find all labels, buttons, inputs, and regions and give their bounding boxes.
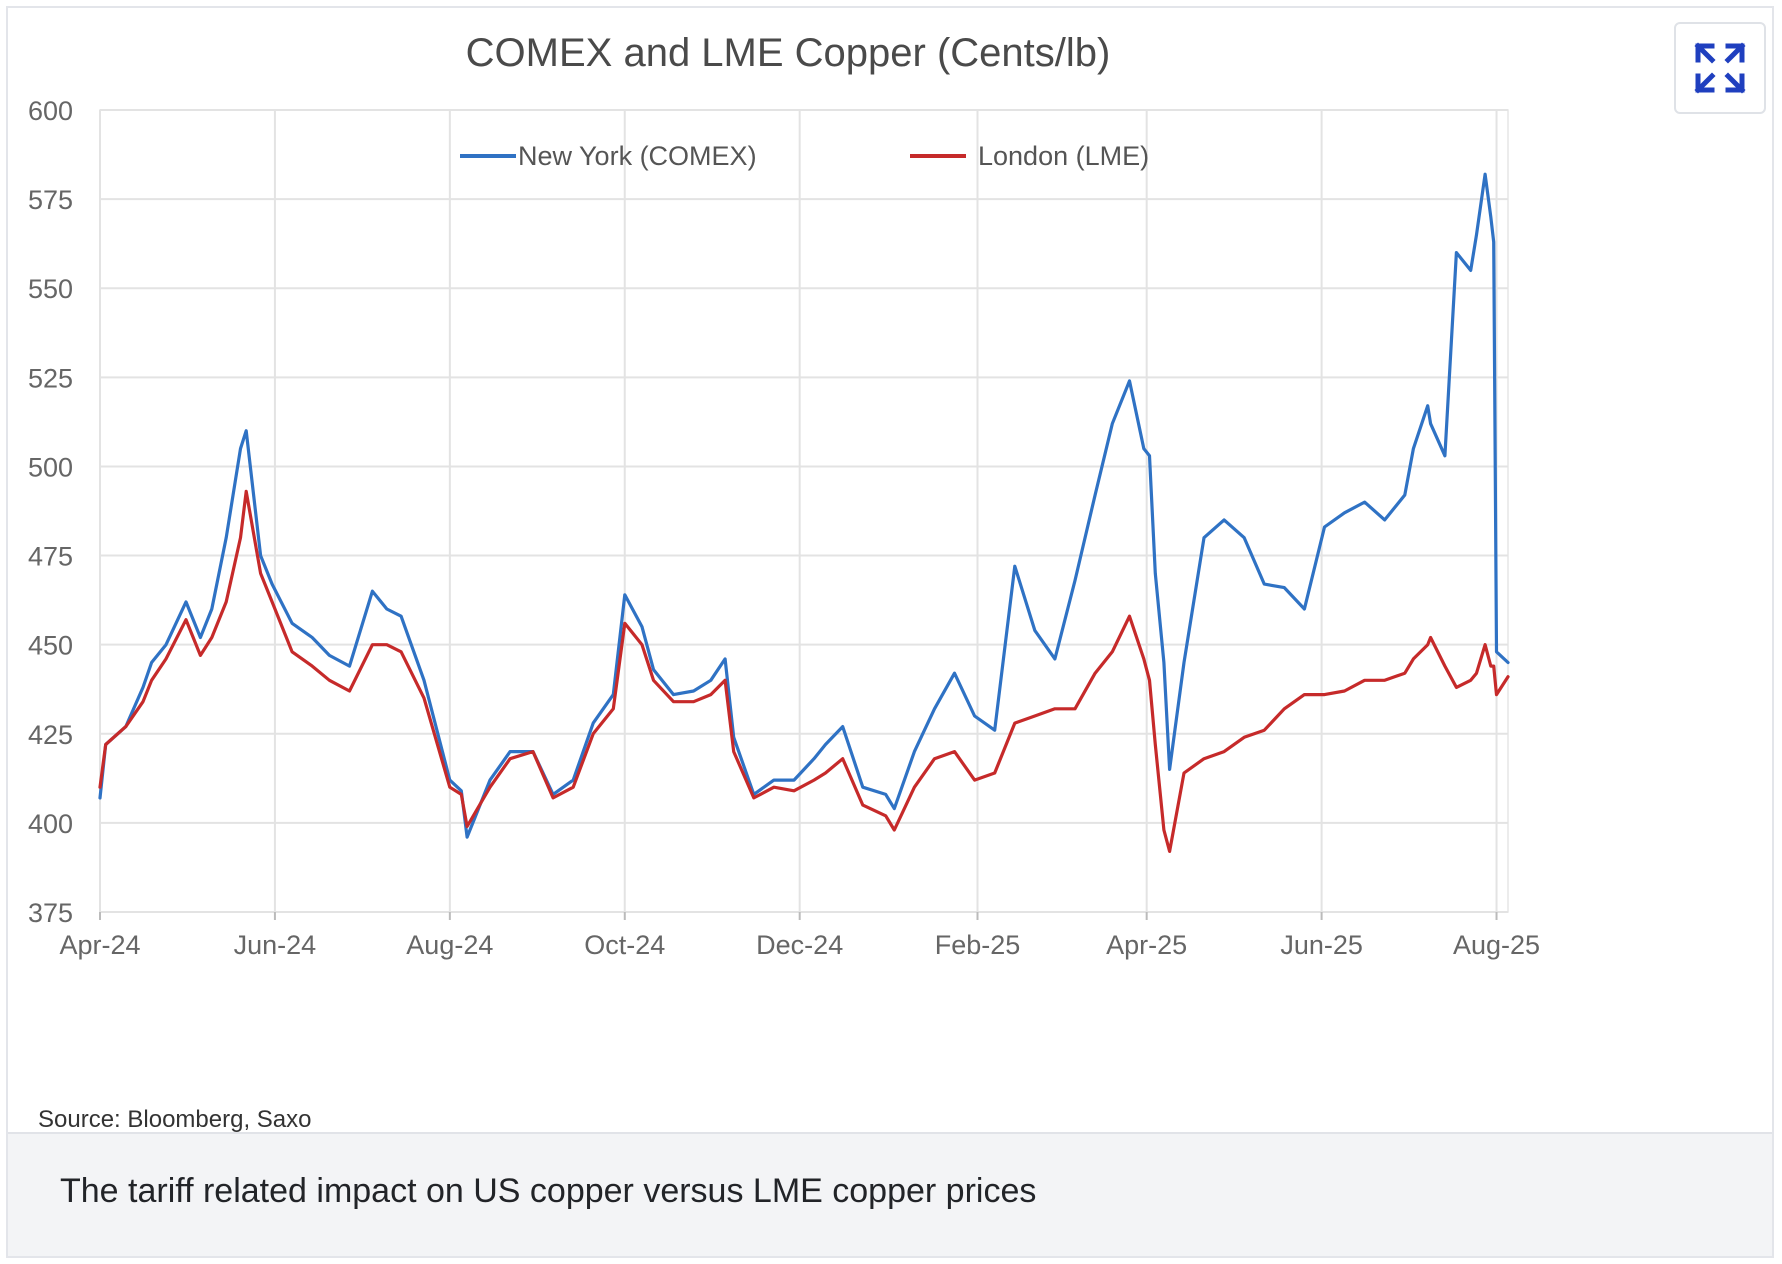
series-line-lme: [98, 489, 1510, 854]
source-note: Source: Bloomberg, Saxo: [38, 1106, 312, 1133]
expand-button[interactable]: [1674, 22, 1766, 114]
x-tick-label: Jun-25: [1280, 930, 1363, 960]
legend-label: London (LME): [978, 141, 1149, 171]
x-tick-label: Dec-24: [756, 930, 843, 960]
x-tick-label: Aug-24: [406, 930, 493, 960]
series-layer: [98, 172, 1510, 854]
y-tick-label: 375: [28, 898, 73, 928]
y-tick-label: 525: [28, 363, 73, 393]
y-tick-label: 600: [28, 96, 73, 126]
x-tick-label: Feb-25: [935, 930, 1021, 960]
legend-label: New York (COMEX): [518, 141, 757, 171]
y-tick-label: 550: [28, 274, 73, 304]
y-tick-label: 500: [28, 452, 73, 482]
legend: New York (COMEX) London (LME): [460, 141, 1149, 171]
plot-frame: [99, 109, 1509, 913]
x-tick-label: Aug-25: [1453, 930, 1540, 960]
x-tick-label: Apr-24: [59, 930, 140, 960]
x-tick-label: Apr-25: [1106, 930, 1187, 960]
x-tick-label: Oct-24: [584, 930, 665, 960]
y-tick-label: 575: [28, 185, 73, 215]
expand-icon: [1694, 42, 1746, 94]
x-tick-label: Jun-24: [234, 930, 317, 960]
chart-area: 600 575 550 525 500 475 450 425 400 375 Apr-24 Jun-…: [8, 8, 1772, 1133]
caption-bar: The tariff related impact on US copper v…: [8, 1132, 1772, 1256]
grid-layer: [99, 109, 1509, 913]
y-tick-label: 450: [28, 631, 73, 661]
chart-title: COMEX and LME Copper (Cents/lb): [466, 31, 1111, 75]
figure-caption: The tariff related impact on US copper v…: [60, 1172, 1037, 1210]
y-tick-label: 425: [28, 720, 73, 750]
chart-card: 600 575 550 525 500 475 450 425 400 375 Apr-24 Jun-…: [6, 6, 1774, 1258]
series-line-comex: [98, 172, 1510, 839]
y-tick-label: 475: [28, 542, 73, 572]
y-tick-label: 400: [28, 809, 73, 839]
